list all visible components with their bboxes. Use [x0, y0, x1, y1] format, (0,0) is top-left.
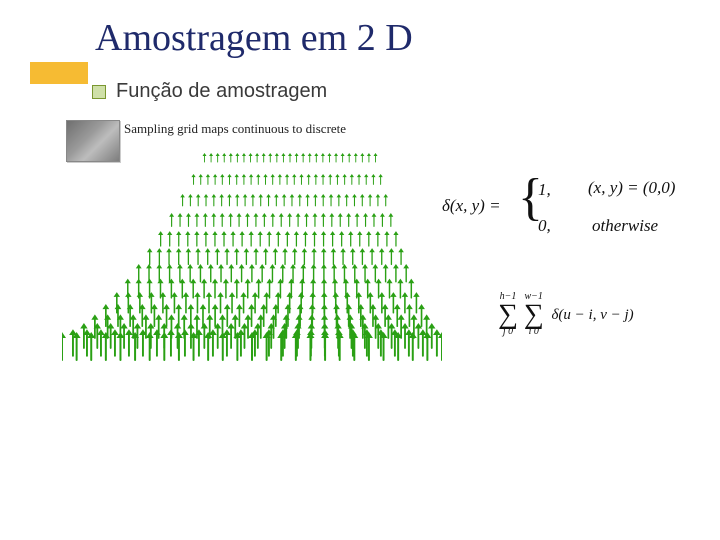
sampling-grid-graphic [62, 138, 442, 368]
grid-caption: Sampling grid maps continuous to discret… [124, 121, 346, 137]
slide-title: Amostragem em 2 D [95, 16, 413, 60]
sigma-icon-2: ∑ [524, 302, 544, 327]
delta-val-2: 0, [538, 216, 551, 236]
accent-bar [30, 62, 88, 84]
delta-formula: δ(x, y) = { 1, (x, y) = (0,0) 0, otherwi… [442, 196, 501, 216]
delta-lhs: δ(x, y) = [442, 196, 501, 215]
subtitle-text: Função de amostragem [116, 80, 327, 103]
delta-cond-1: (x, y) = (0,0) [588, 178, 675, 198]
sum-formula: h−1 ∑ j 0 w−1 ∑ i 0 δ(u − i, v − j) [498, 292, 634, 337]
delta-cond-2: otherwise [592, 216, 658, 236]
delta-val-1: 1, [538, 180, 551, 200]
sum-body: δ(u − i, v − j) [551, 307, 633, 323]
sigma-icon: ∑ [498, 302, 518, 327]
subtitle-row: Função de amostragem [92, 80, 327, 103]
bullet-square-icon [92, 85, 106, 99]
